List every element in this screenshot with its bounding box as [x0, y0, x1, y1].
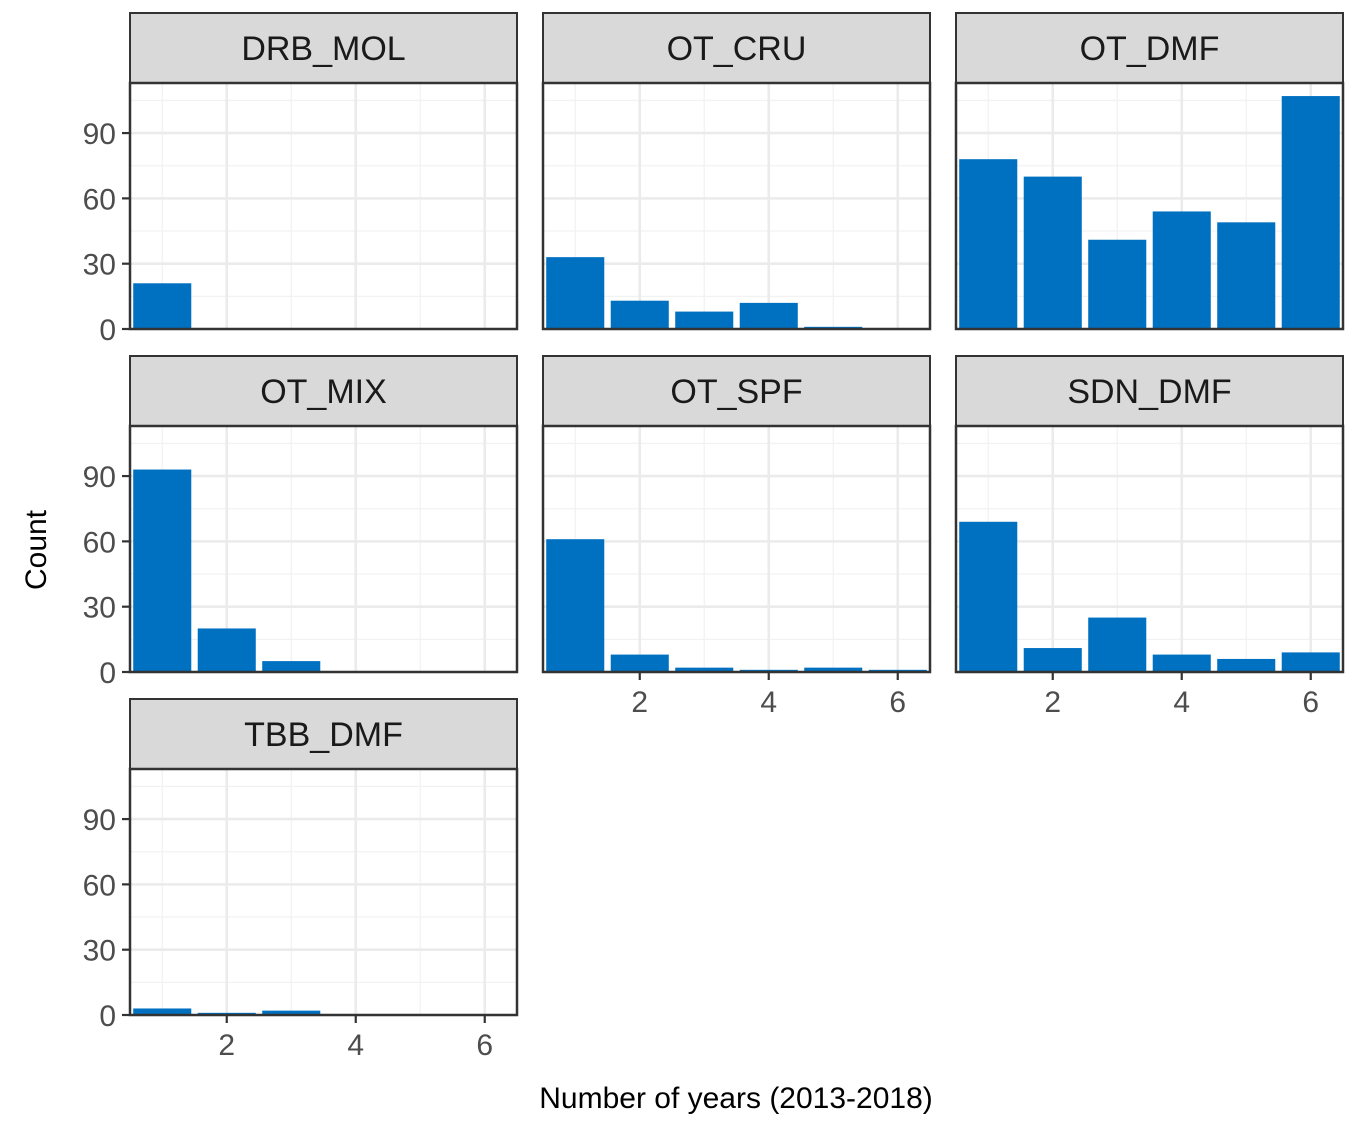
panel-background: [130, 83, 517, 329]
y-tick-label: 60: [83, 526, 116, 559]
y-tick-label: 30: [83, 249, 116, 282]
bar-sdn-dmf-x4: [1152, 654, 1211, 672]
panel-border: [128, 767, 519, 1017]
y-tick-label: 0: [99, 1000, 116, 1033]
facet-strip: [129, 12, 518, 84]
x-tick-label: 6: [1302, 686, 1319, 719]
x-tick-label: 4: [1173, 686, 1190, 719]
panel-background: [956, 83, 1343, 329]
bar-ot-dmf-x4: [1152, 211, 1211, 329]
panel-border: [954, 424, 1345, 674]
panel-border: [128, 424, 519, 674]
facet-panel-ot-mix: OT_MIX 0 30 60 90: [83, 355, 519, 690]
facet-strip: [955, 355, 1344, 427]
facet-strip: [955, 12, 1344, 84]
y-tick-label: 60: [83, 183, 116, 216]
bar-ot-dmf-x5: [1217, 222, 1276, 329]
bar-ot-spf-x1: [546, 539, 605, 672]
bar-sdn-dmf-x1: [959, 521, 1018, 672]
facet-panel-ot-cru: OT_CRU: [541, 12, 932, 331]
y-tick-label: 0: [99, 657, 116, 690]
bar-ot-spf-x2: [610, 654, 669, 672]
bar-tbb-dmf-x1: [133, 1008, 192, 1015]
y-tick-label: 0: [99, 314, 116, 347]
bar-sdn-dmf-x3: [1088, 617, 1147, 672]
bar-ot-cru-x1: [546, 257, 605, 329]
bar-ot-dmf-x1: [959, 159, 1018, 329]
bar-ot-cru-x3: [675, 311, 734, 329]
facet-panel-ot-spf: OT_SPF 2 4 6: [541, 355, 932, 719]
x-axis-title: Number of years (2013-2018): [539, 1082, 933, 1115]
y-tick-label: 90: [83, 118, 116, 151]
bar-ot-dmf-x2: [1023, 176, 1082, 329]
x-tick-label: 6: [889, 686, 906, 719]
bar-ot-dmf-x6: [1281, 96, 1340, 329]
facet-panel-sdn-dmf: SDN_DMF 2 4 6: [954, 355, 1345, 719]
bar-ot-mix-x2: [197, 628, 256, 672]
bar-tbb-dmf-x3: [262, 1010, 321, 1015]
panel-background: [543, 83, 930, 329]
panel-background: [543, 426, 930, 672]
bar-drb-mol-x1: [133, 283, 192, 329]
facet-panel-ot-dmf: OT_DMF: [954, 12, 1345, 331]
facet-strip-label: OT_DMF: [1080, 30, 1220, 68]
facet-panel-drb-mol: DRB_MOL 0 30 60 90: [83, 12, 519, 347]
bar-sdn-dmf-x6: [1281, 652, 1340, 672]
y-axis-title: Count: [20, 509, 53, 590]
x-tick-label: 4: [760, 686, 777, 719]
y-tick-label: 60: [83, 869, 116, 902]
bar-ot-mix-x1: [133, 469, 192, 672]
bar-ot-dmf-x3: [1088, 239, 1147, 329]
bar-ot-cru-x2: [610, 300, 669, 329]
y-tick-label: 30: [83, 935, 116, 968]
facet-strip-label: TBB_DMF: [244, 716, 403, 754]
bar-ot-spf-x5: [804, 667, 863, 672]
bar-ot-cru-x4: [739, 302, 798, 329]
facet-strip-label: OT_CRU: [667, 30, 807, 68]
x-tick-label: 2: [631, 686, 648, 719]
y-tick-label: 30: [83, 592, 116, 625]
panel-background: [956, 426, 1343, 672]
panel-border: [954, 81, 1345, 331]
facet-strip: [542, 12, 931, 84]
panel-border: [541, 424, 932, 674]
facet-strip: [129, 355, 518, 427]
bar-ot-mix-x3: [262, 661, 321, 672]
facet-panel-tbb-dmf: TBB_DMF 0 30 60 90 2 4 6: [83, 698, 519, 1062]
facet-strip: [129, 698, 518, 770]
x-tick-label: 2: [218, 1029, 235, 1062]
x-tick-label: 6: [476, 1029, 493, 1062]
panel-background: [130, 426, 517, 672]
bar-sdn-dmf-x5: [1217, 658, 1276, 672]
facet-strip-label: OT_SPF: [670, 373, 802, 411]
facet-strip-label: SDN_DMF: [1067, 373, 1231, 411]
bar-ot-spf-x3: [675, 667, 734, 672]
y-tick-label: 90: [83, 804, 116, 837]
bar-sdn-dmf-x2: [1023, 648, 1082, 672]
y-tick-label: 90: [83, 461, 116, 494]
x-tick-label: 2: [1044, 686, 1061, 719]
panel-border: [128, 81, 519, 331]
x-tick-label: 4: [347, 1029, 364, 1062]
facet-strip-label: OT_MIX: [260, 373, 387, 411]
panel-border: [541, 81, 932, 331]
panel-background: [130, 769, 517, 1015]
facet-strip-label: DRB_MOL: [241, 30, 405, 68]
